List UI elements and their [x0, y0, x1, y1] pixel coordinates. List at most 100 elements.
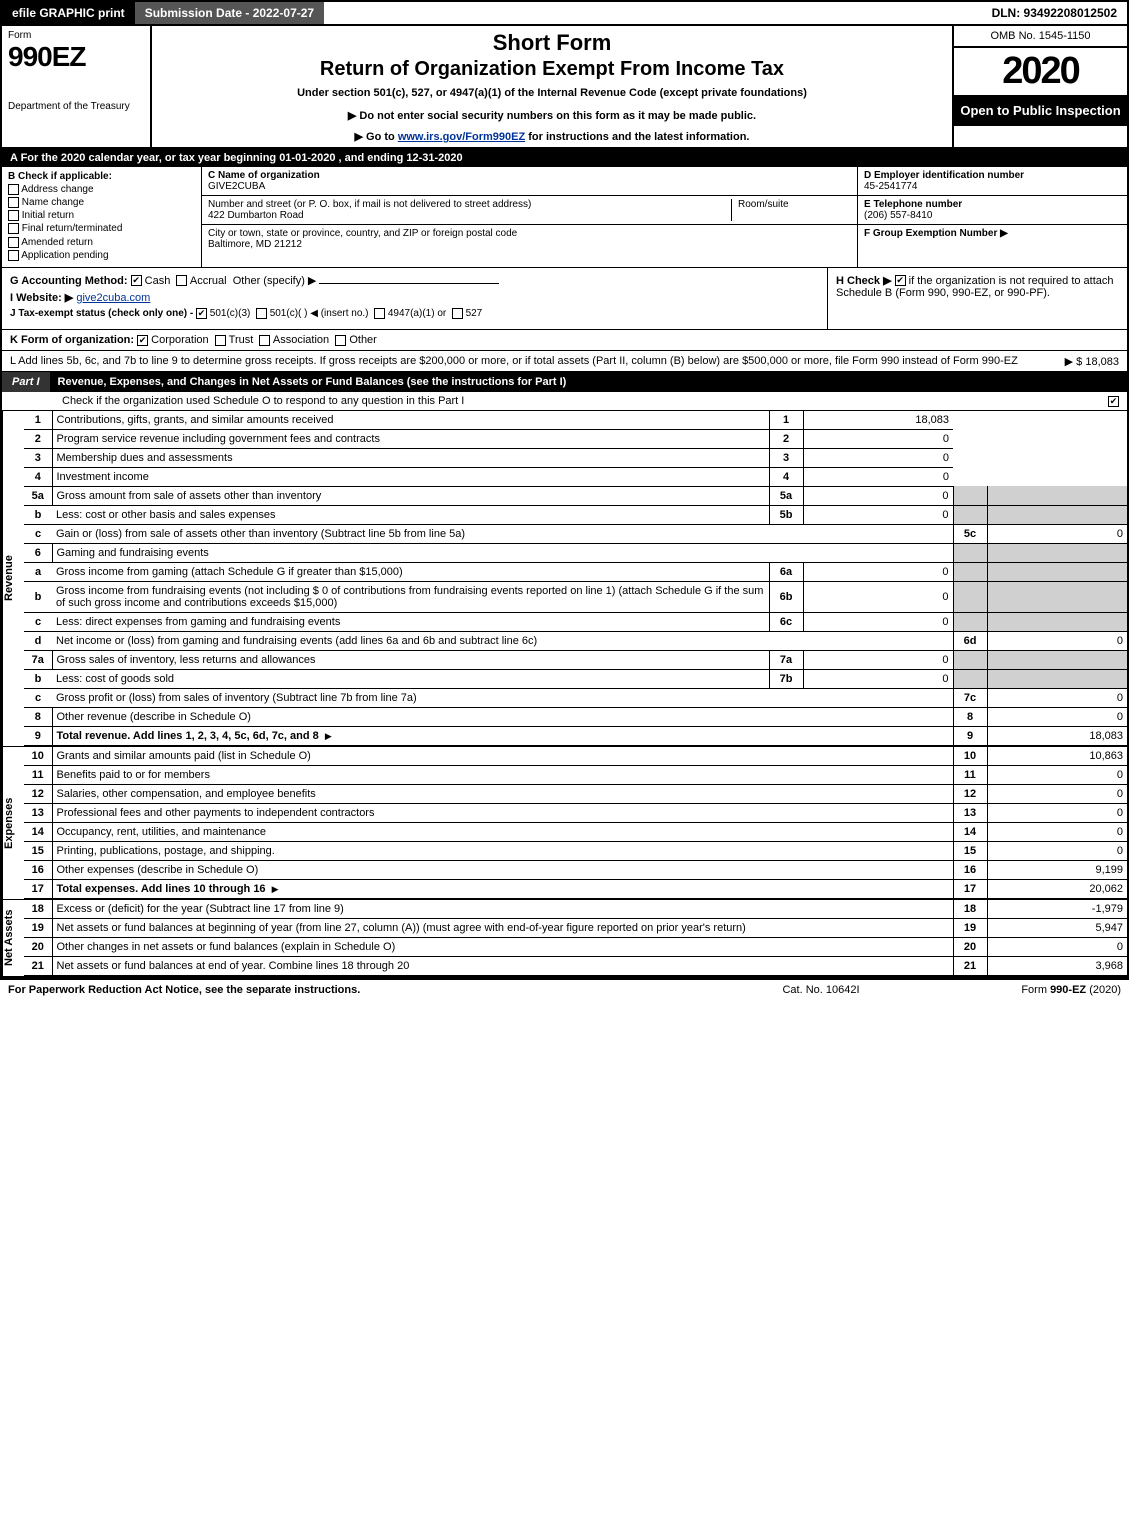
num: 5c [953, 524, 987, 543]
val: 20,062 [987, 879, 1127, 898]
netassets-table: 18Excess or (deficit) for the year (Subt… [24, 900, 1127, 976]
line-11: 11Benefits paid to or for members110 [24, 765, 1127, 784]
efile-print-button[interactable]: efile GRAPHIC print [2, 2, 135, 24]
subtitle: Under section 501(c), 527, or 4947(a)(1)… [160, 87, 944, 99]
ein-row: D Employer identification number 45-2541… [858, 167, 1127, 196]
chk-schedule-o[interactable] [1108, 396, 1119, 407]
ln: 20 [24, 937, 52, 956]
chk-label: Application pending [21, 250, 108, 261]
line-14: 14Occupancy, rent, utilities, and mainte… [24, 822, 1127, 841]
line-4: 4Investment income40 [24, 467, 1127, 486]
omb-number: OMB No. 1545-1150 [954, 26, 1127, 48]
ln: 10 [24, 747, 52, 766]
grey-cell [987, 543, 1127, 562]
chk-amended-return[interactable]: Amended return [8, 237, 195, 248]
ln: 5a [24, 486, 52, 505]
num: 20 [953, 937, 987, 956]
chk-address-change[interactable]: Address change [8, 184, 195, 195]
ln: 3 [24, 448, 52, 467]
val: 0 [987, 841, 1127, 860]
chk-label: Name change [22, 197, 84, 208]
num: 4 [769, 467, 803, 486]
irs-link[interactable]: www.irs.gov/Form990EZ [398, 131, 525, 143]
grey-cell [953, 505, 987, 524]
tel-row: E Telephone number (206) 557-8410 [858, 196, 1127, 225]
arrow-icon [269, 883, 282, 895]
chk-4947[interactable] [374, 308, 385, 319]
header-middle: Short Form Return of Organization Exempt… [152, 26, 952, 147]
section-g: G Accounting Method: Cash Accrual Other … [2, 268, 827, 329]
desc: Investment income [52, 467, 769, 486]
chk-accrual[interactable] [176, 275, 187, 286]
grp-label: F Group Exemption Number ▶ [864, 228, 1008, 239]
city-label: City or town, state or province, country… [208, 228, 517, 239]
expenses-table: 10Grants and similar amounts paid (list … [24, 747, 1127, 899]
goto-suffix: for instructions and the latest informat… [525, 131, 749, 143]
chk-501c[interactable] [256, 308, 267, 319]
other-input[interactable] [319, 283, 499, 284]
line-10: 10Grants and similar amounts paid (list … [24, 747, 1127, 766]
chk-label: Amended return [21, 237, 93, 248]
line-5b: bLess: cost or other basis and sales exp… [24, 505, 1127, 524]
chk-other[interactable] [335, 335, 346, 346]
chk-schedule-b[interactable] [895, 275, 906, 286]
chk-trust[interactable] [215, 335, 226, 346]
chk-corp[interactable] [137, 335, 148, 346]
ln: b [24, 581, 52, 612]
desc: Gross income from fundraising events (no… [52, 581, 769, 612]
submission-date-button[interactable]: Submission Date - 2022-07-27 [135, 2, 324, 24]
val: 10,863 [987, 747, 1127, 766]
val: 0 [987, 822, 1127, 841]
chk-application-pending[interactable]: Application pending [8, 250, 195, 261]
grey-cell [953, 486, 987, 505]
ln: 12 [24, 784, 52, 803]
line-18: 18Excess or (deficit) for the year (Subt… [24, 900, 1127, 919]
chk-name-change[interactable]: Name change [8, 197, 195, 208]
te-501c3: 501(c)(3) [210, 308, 251, 319]
te-4947: 4947(a)(1) or [388, 308, 446, 319]
mid-val: 0 [803, 650, 953, 669]
chk-501c3[interactable] [196, 308, 207, 319]
ln: 1 [24, 411, 52, 430]
val: 0 [987, 803, 1127, 822]
ln: 19 [24, 918, 52, 937]
chk-527[interactable] [452, 308, 463, 319]
ln: d [24, 631, 52, 650]
line-9: 9Total revenue. Add lines 1, 2, 3, 4, 5c… [24, 726, 1127, 745]
k-trust: Trust [229, 334, 254, 346]
grey-cell [987, 669, 1127, 688]
chk-initial-return[interactable]: Initial return [8, 210, 195, 221]
desc: Other expenses (describe in Schedule O) [52, 860, 953, 879]
desc: Gross amount from sale of assets other t… [52, 486, 769, 505]
form-header: Form 990EZ Department of the Treasury Sh… [2, 26, 1127, 149]
mid-ln: 5b [769, 505, 803, 524]
chk-cash[interactable] [131, 275, 142, 286]
line-7c: cGross profit or (loss) from sales of in… [24, 688, 1127, 707]
desc: Gross profit or (loss) from sales of inv… [52, 688, 953, 707]
desc: Gross income from gaming (attach Schedul… [52, 562, 769, 581]
mid-ln: 6c [769, 612, 803, 631]
val: 0 [987, 688, 1127, 707]
footer-form-suffix: (2020) [1086, 984, 1121, 996]
dln-label: DLN: 93492208012502 [982, 2, 1127, 24]
form-number: 990EZ [8, 41, 144, 73]
chk-final-return[interactable]: Final return/terminated [8, 223, 195, 234]
line-13: 13Professional fees and other payments t… [24, 803, 1127, 822]
netassets-section: Net Assets 18Excess or (deficit) for the… [2, 900, 1127, 978]
num: 6d [953, 631, 987, 650]
website-line: I Website: ▶ give2cuba.com [10, 291, 819, 304]
val: 0 [987, 631, 1127, 650]
val: 18,083 [987, 726, 1127, 745]
ln: 11 [24, 765, 52, 784]
mid-ln: 6b [769, 581, 803, 612]
val: 0 [987, 784, 1127, 803]
line-5a: 5aGross amount from sale of assets other… [24, 486, 1127, 505]
l-text: L Add lines 5b, 6c, and 7b to line 9 to … [10, 355, 1018, 367]
chk-assoc[interactable] [259, 335, 270, 346]
section-def: D Employer identification number 45-2541… [857, 167, 1127, 267]
val: 0 [987, 765, 1127, 784]
addr: 422 Dumbarton Road [208, 210, 304, 221]
website-link[interactable]: give2cuba.com [76, 292, 150, 304]
num: 8 [953, 707, 987, 726]
line-6b: bGross income from fundraising events (n… [24, 581, 1127, 612]
